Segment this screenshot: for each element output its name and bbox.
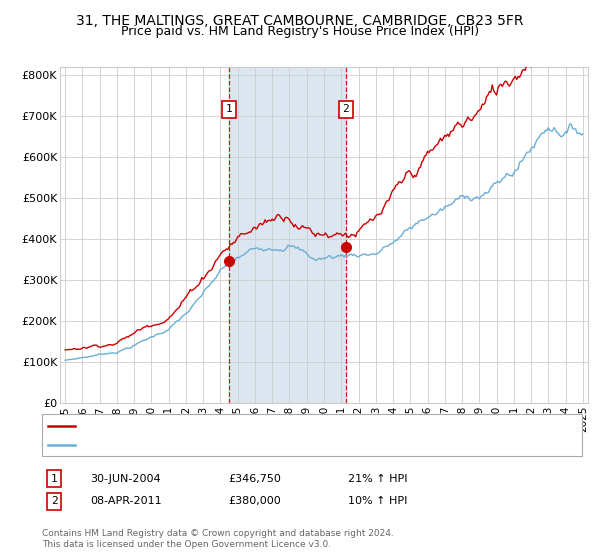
Text: 31, THE MALTINGS, GREAT CAMBOURNE, CAMBRIDGE, CB23 5FR: 31, THE MALTINGS, GREAT CAMBOURNE, CAMBR… <box>76 14 524 28</box>
Text: £346,750: £346,750 <box>228 474 281 484</box>
Text: 31, THE MALTINGS, GREAT CAMBOURNE, CAMBRIDGE, CB23 5FR (detached house): 31, THE MALTINGS, GREAT CAMBOURNE, CAMBR… <box>81 421 511 431</box>
Text: 2: 2 <box>50 496 58 506</box>
Text: 2: 2 <box>343 104 349 114</box>
Text: 10% ↑ HPI: 10% ↑ HPI <box>348 496 407 506</box>
Text: HPI: Average price, detached house, South Cambridgeshire: HPI: Average price, detached house, Sout… <box>81 440 391 450</box>
Text: 1: 1 <box>226 104 232 114</box>
Text: 1: 1 <box>50 474 58 484</box>
Text: 21% ↑ HPI: 21% ↑ HPI <box>348 474 407 484</box>
Text: 08-APR-2011: 08-APR-2011 <box>90 496 161 506</box>
Bar <box>229 67 346 403</box>
Text: 30-JUN-2004: 30-JUN-2004 <box>90 474 161 484</box>
Text: £380,000: £380,000 <box>228 496 281 506</box>
Text: Price paid vs. HM Land Registry's House Price Index (HPI): Price paid vs. HM Land Registry's House … <box>121 25 479 38</box>
Text: Contains HM Land Registry data © Crown copyright and database right 2024.
This d: Contains HM Land Registry data © Crown c… <box>42 529 394 549</box>
